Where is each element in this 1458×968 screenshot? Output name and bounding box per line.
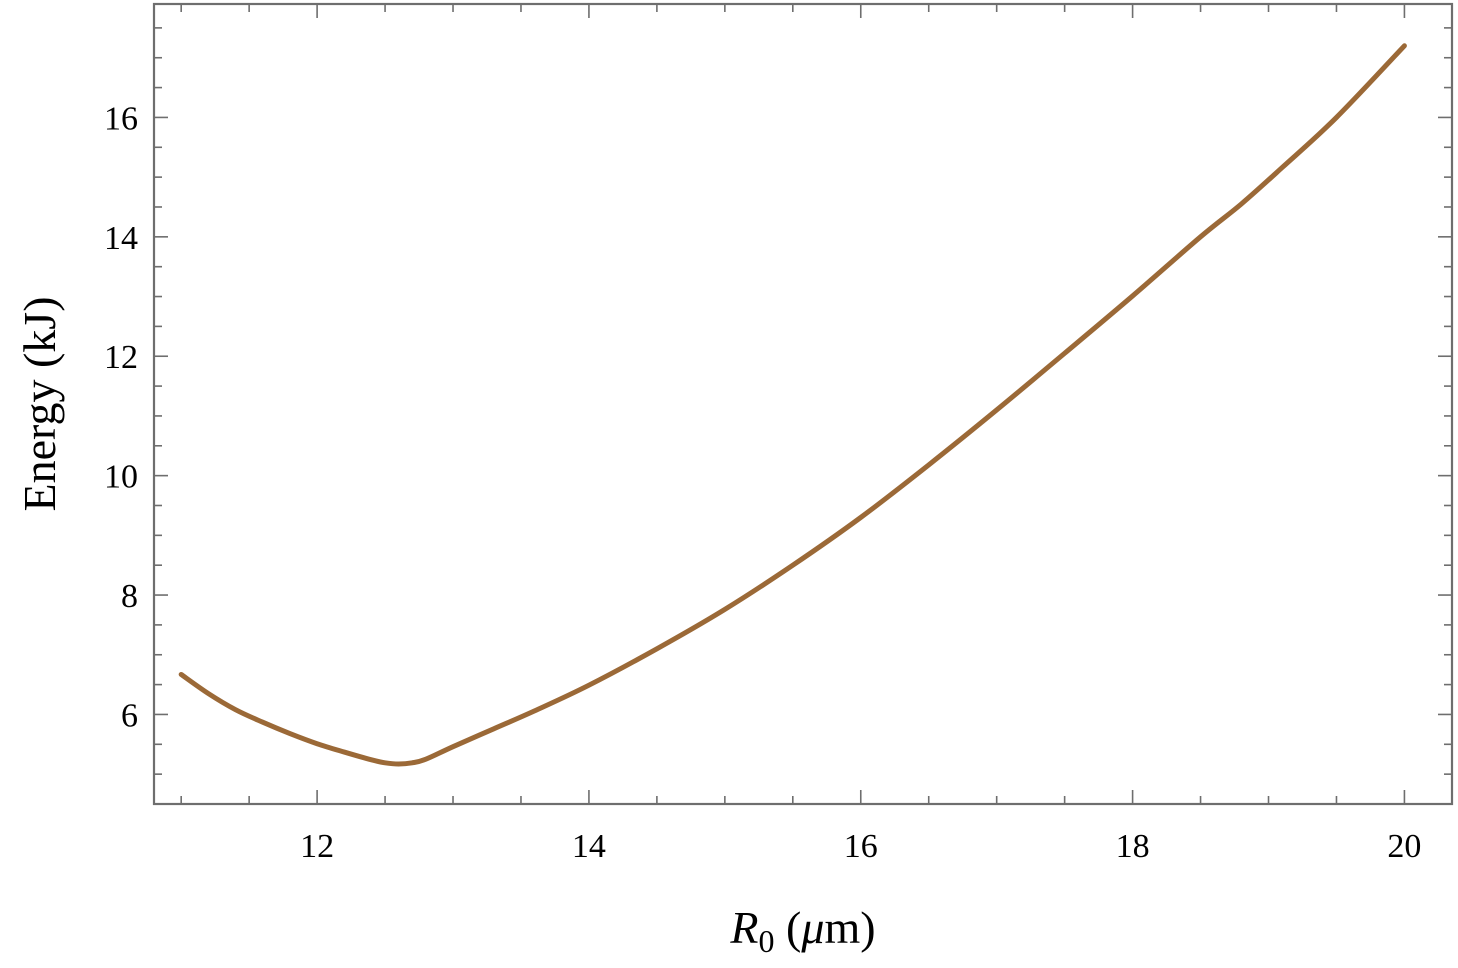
- y-tick-label: 12: [104, 339, 138, 376]
- x-tick-label: 12: [300, 828, 334, 865]
- x-axis-title: R0 (μm): [729, 902, 875, 959]
- axis-tick-labels: 12 14 16 18 20 6 8 10 12 14 16: [104, 100, 1421, 865]
- y-tick-label: 10: [104, 459, 138, 496]
- y-tick-label: 6: [121, 697, 138, 734]
- x-tick-label: 18: [1116, 828, 1150, 865]
- axis-ticks: [154, 4, 1452, 804]
- x-tick-label: 14: [572, 828, 606, 865]
- x-tick-label: 20: [1387, 828, 1421, 865]
- y-axis-title: Energy (kJ): [14, 296, 65, 511]
- y-tick-label: 14: [104, 220, 138, 257]
- y-tick-label: 16: [104, 100, 138, 137]
- y-tick-label: 8: [121, 578, 138, 615]
- x-tick-label: 16: [844, 828, 878, 865]
- series-line: [178, 43, 1407, 767]
- plot-frame: [152, 2, 1454, 806]
